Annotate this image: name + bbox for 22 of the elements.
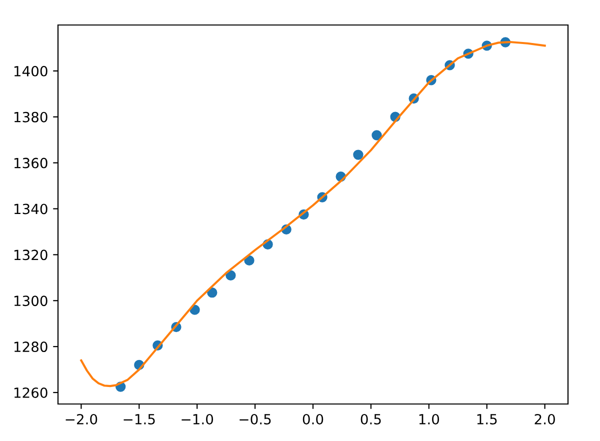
point xyxy=(353,150,364,160)
y-tick-label: 1380 xyxy=(14,112,48,122)
y-tick-label: 1300 xyxy=(14,296,48,306)
y-tick-label: 1340 xyxy=(14,204,48,214)
y-tick-label: 1260 xyxy=(14,387,48,398)
x-tick-label: 0.0 xyxy=(302,414,324,424)
x-tick-label: −1.5 xyxy=(124,414,155,424)
point xyxy=(207,288,218,298)
x-tick-label: 1.0 xyxy=(419,414,440,424)
x-tick-label: 2.0 xyxy=(534,414,555,424)
y-tick-label: 1360 xyxy=(14,158,48,168)
point xyxy=(372,130,382,140)
x-tick-label: −2.0 xyxy=(66,414,98,424)
y-tick-label: 1320 xyxy=(14,250,48,260)
point xyxy=(226,270,236,280)
x-tick-label: 0.5 xyxy=(360,414,381,424)
x-tick-label: −1.0 xyxy=(182,414,214,424)
x-tick-label: 1.5 xyxy=(477,414,497,424)
point xyxy=(244,255,254,266)
y-tick-label: 1280 xyxy=(14,342,48,352)
x-tick-label: −0.5 xyxy=(240,414,271,424)
y-tick-label: 1400 xyxy=(14,66,48,76)
